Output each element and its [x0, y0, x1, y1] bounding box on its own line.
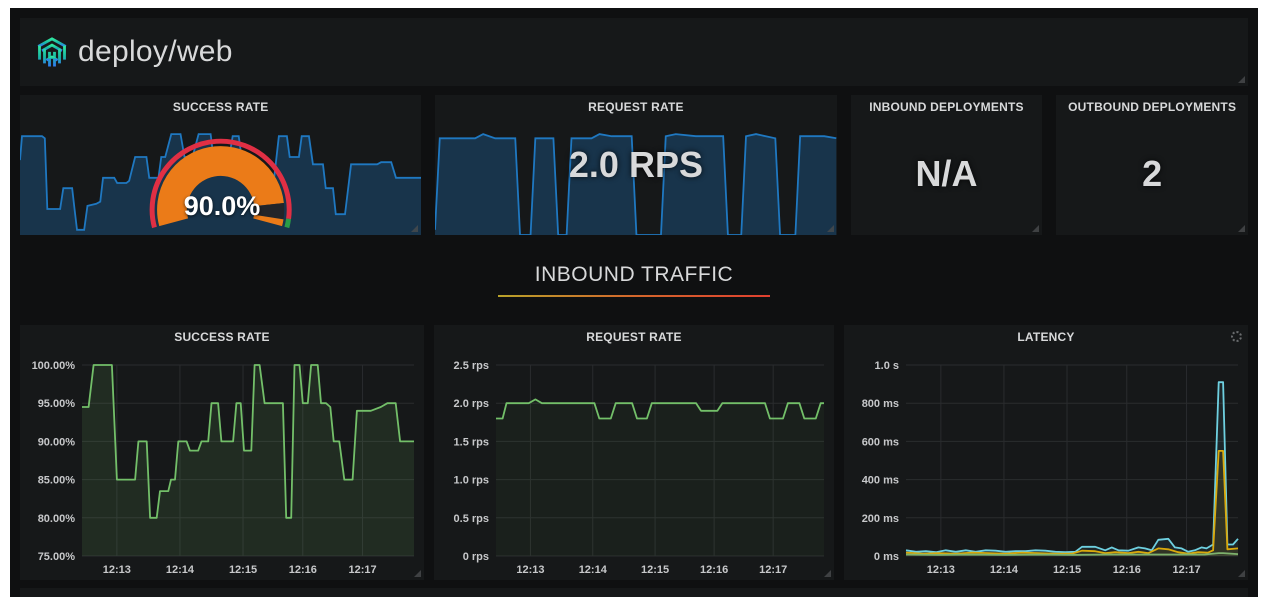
svg-text:1.0 s: 1.0 s — [875, 360, 899, 372]
svg-text:0 ms: 0 ms — [874, 551, 899, 563]
svg-text:12:15: 12:15 — [229, 564, 257, 576]
panel-title[interactable]: INBOUND DEPLOYMENTS — [869, 100, 1024, 114]
svg-text:12:13: 12:13 — [103, 564, 131, 576]
svg-text:75.00%: 75.00% — [38, 551, 76, 563]
section-title: INBOUND TRAFFIC — [534, 263, 734, 286]
gauge-value: 90.0% — [183, 191, 261, 221]
resize-handle[interactable] — [411, 225, 419, 232]
dashboard-title: deploy/web — [78, 35, 233, 68]
svg-text:600 ms: 600 ms — [862, 436, 899, 448]
inbound-traffic-chart-row: SUCCESS RATE 75.00% 80.00% 85.00% 90.00% 95.… — [20, 325, 1248, 580]
svg-text:12:15: 12:15 — [1053, 564, 1081, 576]
svg-text:2.5 rps: 2.5 rps — [454, 360, 489, 372]
svg-text:80.00%: 80.00% — [38, 513, 76, 525]
request-rate-stat-panel: REQUEST RATE 2.0 RPS — [435, 95, 837, 235]
deploy-logo-icon — [37, 37, 67, 67]
inbound-traffic-section-header: INBOUND TRAFFIC — [20, 235, 1248, 325]
latency-chart-panel: LATENCY 0 ms 200 ms 400 ms 600 ms 800 ms 1.0 … — [844, 325, 1248, 580]
svg-text:85.00%: 85.00% — [38, 475, 76, 487]
svg-text:12:14: 12:14 — [166, 564, 195, 576]
resize-handle[interactable] — [824, 570, 831, 577]
request-rate-value: 2.0 RPS — [568, 144, 703, 185]
dashboard-header-panel: deploy/web — [20, 18, 1248, 86]
latency-chart[interactable]: 0 ms 200 ms 400 ms 600 ms 800 ms 1.0 s 12:13 12… — [844, 355, 1248, 580]
success-rate-stat-panel: SUCCESS RATE 90.0% — [20, 95, 422, 235]
success-rate-sparkline[interactable] — [20, 131, 422, 235]
svg-text:0.5 rps: 0.5 rps — [454, 513, 489, 525]
svg-text:12:13: 12:13 — [927, 564, 955, 576]
top-stat-row: SUCCESS RATE 90.0% REQUEST RATE 2.0 RPS … — [20, 95, 1248, 235]
svg-text:12:16: 12:16 — [700, 564, 728, 576]
svg-text:12:17: 12:17 — [348, 564, 376, 576]
inbound-deployments-value: N/A — [915, 153, 978, 194]
inbound-deployments-panel: INBOUND DEPLOYMENTS N/A — [850, 95, 1043, 235]
svg-text:100.00%: 100.00% — [32, 360, 76, 372]
request-rate-chart-panel: REQUEST RATE 0 rps 0.5 rps 1.0 rps 1.5 rps 2… — [434, 325, 834, 580]
svg-text:12:14: 12:14 — [990, 564, 1019, 576]
outbound-deployments-panel: OUTBOUND DEPLOYMENTS 2 — [1056, 95, 1248, 235]
resize-handle[interactable] — [1032, 225, 1040, 232]
outbound-deployments-value: 2 — [1142, 153, 1163, 194]
svg-text:12:14: 12:14 — [579, 564, 608, 576]
panel-title[interactable]: SUCCESS RATE — [172, 100, 269, 114]
svg-text:1.0 rps: 1.0 rps — [454, 475, 489, 487]
svg-text:400 ms: 400 ms — [862, 475, 899, 487]
panel-title[interactable]: SUCCESS RATE — [174, 330, 270, 344]
svg-text:12:13: 12:13 — [516, 564, 544, 576]
success-rate-gauge[interactable] — [20, 95, 421, 235]
request-rate-sparkline[interactable] — [435, 131, 837, 235]
svg-text:12:17: 12:17 — [759, 564, 787, 576]
svg-text:12:17: 12:17 — [1172, 564, 1200, 576]
svg-text:12:16: 12:16 — [289, 564, 317, 576]
loading-spinner-icon — [1231, 331, 1242, 342]
dashboard: deploy/web SUCCESS RATE 90.0% REQUEST RA… — [10, 8, 1258, 597]
success-rate-chart-panel: SUCCESS RATE 75.00% 80.00% 85.00% 90.00% 95.… — [20, 325, 424, 580]
panel-title[interactable]: OUTBOUND DEPLOYMENTS — [1068, 100, 1237, 114]
svg-text:2.0 rps: 2.0 rps — [454, 398, 489, 410]
svg-text:12:15: 12:15 — [641, 564, 669, 576]
svg-text:12:16: 12:16 — [1113, 564, 1141, 576]
resize-handle[interactable] — [826, 225, 834, 232]
panel-title[interactable]: REQUEST RATE — [588, 100, 684, 114]
resize-handle[interactable] — [1238, 570, 1245, 577]
request-rate-chart[interactable]: 0 rps 0.5 rps 1.0 rps 1.5 rps 2.0 rps 2.5 rps… — [434, 355, 834, 580]
panel-title[interactable]: LATENCY — [1017, 330, 1075, 344]
resize-handle[interactable] — [1238, 76, 1245, 83]
success-rate-chart[interactable]: 75.00% 80.00% 85.00% 90.00% 95.00% 100.00% 12:… — [20, 355, 424, 580]
svg-text:1.5 rps: 1.5 rps — [454, 436, 489, 448]
svg-text:200 ms: 200 ms — [862, 513, 899, 525]
next-row-panel-edge — [20, 588, 1248, 597]
resize-handle[interactable] — [1238, 225, 1245, 232]
resize-handle[interactable] — [414, 570, 421, 577]
svg-text:95.00%: 95.00% — [38, 398, 76, 410]
svg-text:90.00%: 90.00% — [38, 436, 76, 448]
svg-text:800 ms: 800 ms — [862, 398, 899, 410]
section-underline — [498, 295, 770, 297]
panel-title[interactable]: REQUEST RATE — [586, 330, 682, 344]
svg-text:0 rps: 0 rps — [463, 551, 489, 563]
